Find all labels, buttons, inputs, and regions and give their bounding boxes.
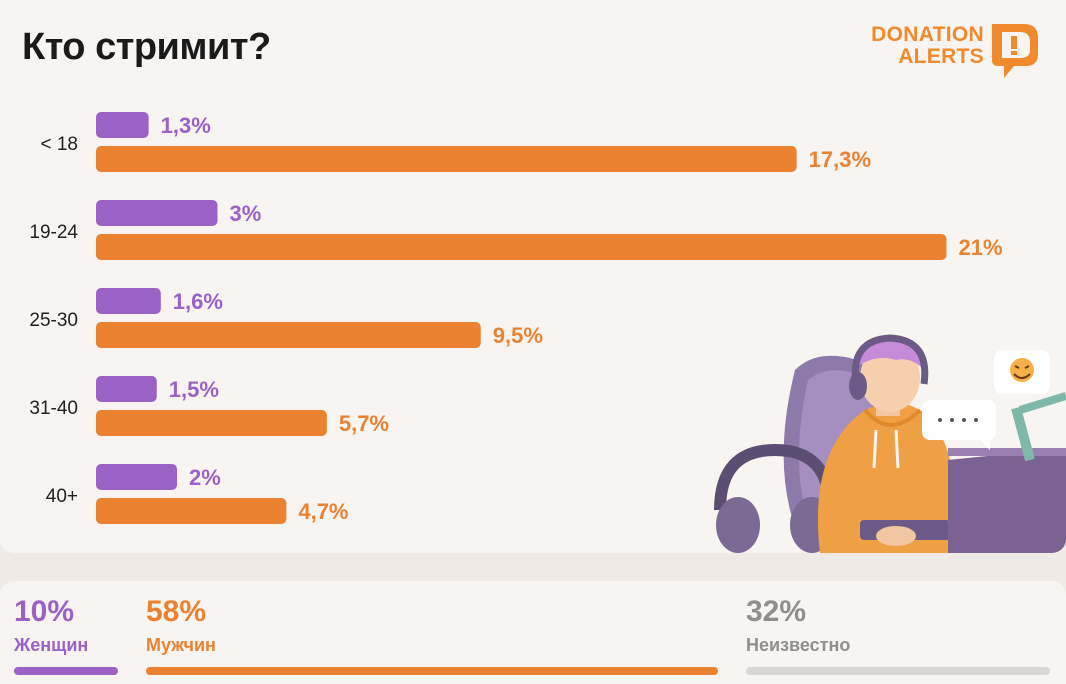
- bar-female: [96, 288, 161, 314]
- data-label-female: 1,6%: [173, 289, 223, 314]
- female-share-bar: [14, 667, 118, 675]
- data-label-male: 9,5%: [493, 323, 543, 348]
- summary-unknown: 32% Неизвестно: [746, 595, 850, 656]
- logo-line-2: ALERTS: [898, 45, 984, 68]
- bar-female: [96, 464, 177, 490]
- bar-male: [96, 234, 947, 260]
- data-label-female: 1,5%: [169, 377, 219, 402]
- logo-line-1: DONATION: [871, 23, 984, 46]
- category-label: 19-24: [29, 222, 78, 243]
- bar-female: [96, 200, 218, 226]
- bar-chart: < 18 1,3% 17,3% 19-24 3% 21% 25-30 1,6% 9,5% 31-4…: [29, 112, 1003, 524]
- summary-female: 10% Женщин: [14, 595, 88, 656]
- data-label-male: 21%: [959, 235, 1003, 260]
- category-label: 25-30: [29, 310, 78, 331]
- data-label-female: 3%: [230, 201, 262, 226]
- unknown-share-bar: [746, 667, 1050, 675]
- category-label: 40+: [46, 486, 78, 507]
- female-label: Женщин: [14, 635, 89, 655]
- data-label-male: 5,7%: [339, 411, 389, 436]
- summary-card: 10% Женщин 58% Мужчин 32% Неизвестно: [0, 581, 1066, 684]
- bar-male: [96, 322, 481, 348]
- male-share-bar: [146, 667, 718, 675]
- streamer-illustration: [714, 334, 1066, 553]
- data-label-female: 2%: [189, 465, 221, 490]
- category-label: 31-40: [29, 398, 78, 419]
- summary-male: 58% Мужчин: [146, 595, 216, 656]
- data-label-female: 1,3%: [161, 113, 211, 138]
- page-title: Кто стримит?: [22, 26, 271, 68]
- category-label: < 18: [40, 134, 78, 155]
- unknown-label: Неизвестно: [746, 635, 851, 655]
- chart-card: Кто стримит? DONATION ALERTS < 18 1,3% 17,…: [0, 0, 1066, 553]
- bar-male: [96, 498, 287, 524]
- male-percent: 58%: [146, 595, 207, 628]
- bar-male: [96, 410, 327, 436]
- data-label-male: 17,3%: [809, 147, 871, 172]
- logo-mark-icon: [992, 24, 1038, 78]
- male-label: Мужчин: [146, 635, 216, 655]
- data-label-male: 4,7%: [298, 499, 348, 524]
- bar-male: [96, 146, 797, 172]
- bar-female: [96, 376, 157, 402]
- bar-female: [96, 112, 149, 138]
- donation-alerts-logo: DONATION ALERTS: [862, 20, 1046, 84]
- unknown-percent: 32%: [746, 595, 807, 628]
- female-percent: 10%: [14, 595, 75, 628]
- logo-text: DONATION ALERTS: [871, 24, 984, 68]
